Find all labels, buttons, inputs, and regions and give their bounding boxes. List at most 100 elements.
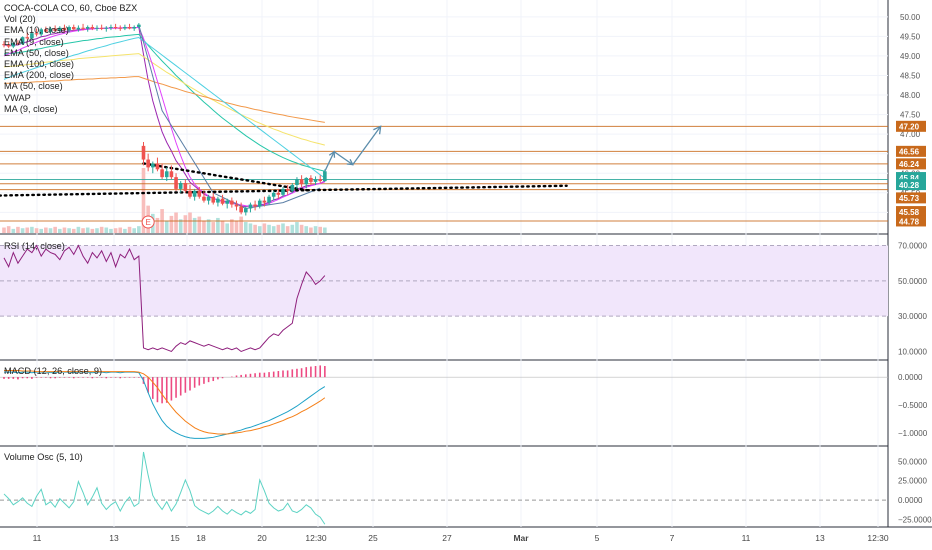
- price-badge: [896, 206, 926, 218]
- candle-body: [151, 163, 155, 168]
- candle-body: [197, 190, 202, 197]
- volume-bar: [76, 226, 81, 233]
- candle-body: [244, 208, 248, 213]
- indicator-legend: COCA-COLA CO, 60, Cboe BZX Vol (20) EMA …: [4, 3, 137, 115]
- price-badge-label: 45.58: [899, 208, 920, 217]
- volume-bar: [67, 228, 71, 233]
- price-badge-label: 46.56: [899, 148, 920, 157]
- volume-bar: [39, 228, 43, 233]
- price-tick-label: 49.50: [900, 32, 921, 41]
- volume-bar: [164, 220, 169, 233]
- projection-path: [324, 125, 382, 172]
- candle-body: [109, 26, 113, 28]
- volume-bar: [244, 222, 248, 233]
- rsi-tick-label: 70.0000: [898, 242, 927, 251]
- candle-body: [299, 179, 304, 185]
- candle-body: [127, 26, 132, 29]
- candle-body: [225, 200, 229, 204]
- candle-body: [267, 196, 271, 203]
- macd-tick-label: −0.5000: [898, 401, 928, 410]
- legend-ema-100[interactable]: EMA (100, close): [4, 59, 74, 70]
- candle-body: [141, 145, 146, 160]
- price-pane[interactable]: E: [0, 23, 888, 233]
- candle-body: [164, 171, 169, 178]
- rsi-pane[interactable]: 70.0000 50.0000 30.0000 10.0000: [0, 242, 927, 357]
- time-axis[interactable]: 11 13 15 18 20 12:30 25 27 Mar 5 7 11 13 12:30: [33, 533, 889, 543]
- candle-body: [257, 200, 262, 207]
- volume-osc-pane[interactable]: 50.0000 25.0000 0.0000 −25.0000: [0, 451, 932, 525]
- time-tick-label: 13: [815, 533, 825, 543]
- candle-body: [58, 27, 62, 31]
- price-badge-label: 40.28: [899, 181, 920, 190]
- volume-bar: [6, 226, 11, 233]
- price-badge: [896, 145, 926, 157]
- symbol-title[interactable]: COCA-COLA CO, 60, Cboe BZX: [4, 3, 138, 13]
- price-badge: [896, 172, 926, 184]
- candle-body: [313, 179, 318, 182]
- volume-bar: [11, 228, 16, 233]
- rsi-label[interactable]: RSI (14, close): [4, 241, 65, 251]
- volume-osc-label[interactable]: Volume Osc (5, 10): [4, 452, 83, 462]
- candle-body: [216, 198, 220, 203]
- volume-bar: [123, 228, 127, 233]
- price-axis[interactable]: 50.0049.5049.0048.5048.0047.5047.0046.50…: [896, 13, 926, 227]
- candle-body: [271, 192, 276, 197]
- volume-bar: [34, 228, 39, 233]
- legend-vol[interactable]: Vol (20): [4, 14, 36, 25]
- legend-ema-50[interactable]: EMA (50, close): [4, 47, 69, 58]
- volume-bar: [262, 223, 267, 233]
- candle-body: [85, 26, 90, 29]
- candle-body: [71, 26, 76, 30]
- volume-bar: [309, 227, 313, 233]
- candle-body: [239, 206, 243, 213]
- volume-bar: [290, 224, 295, 233]
- volume-bar: [225, 223, 229, 233]
- projection-arrowhead: [346, 158, 354, 166]
- volume-bar: [313, 226, 318, 233]
- legend-vwap[interactable]: VWAP: [4, 92, 31, 103]
- candle-body: [113, 26, 118, 28]
- volume-bar: [137, 226, 141, 233]
- price-badge: [896, 192, 926, 204]
- candle-body: [95, 27, 99, 29]
- time-tick-label: 27: [442, 533, 452, 543]
- candle-body: [39, 29, 43, 35]
- price-badge: [896, 120, 926, 132]
- volume-bar: [118, 227, 123, 233]
- candle-body: [206, 196, 211, 201]
- volume-bar: [109, 228, 113, 233]
- macd-line: [4, 371, 326, 439]
- price-tick-label: 48.50: [900, 71, 921, 80]
- candle-body: [6, 44, 11, 47]
- candle-body: [62, 27, 67, 31]
- legend-ema-200[interactable]: EMA (200, close): [4, 70, 74, 81]
- legend-ema-10[interactable]: EMA (10, close): [4, 25, 69, 36]
- candle-body: [104, 27, 109, 29]
- candle-body: [30, 33, 34, 39]
- volume-bar: [155, 217, 160, 233]
- legend-ma-50[interactable]: MA (50, close): [4, 81, 63, 92]
- candle-body: [281, 188, 285, 195]
- candle-body: [318, 179, 322, 182]
- volume-bar: [113, 228, 118, 233]
- candle-body: [230, 200, 234, 205]
- time-tick-label: 18: [196, 533, 206, 543]
- candle-body: [118, 27, 123, 29]
- volume-bar: [239, 216, 243, 233]
- legend-ma-9[interactable]: MA (9, close): [4, 103, 58, 114]
- candle-body: [123, 26, 127, 29]
- price-badge: [896, 158, 926, 170]
- time-tick-label: 20: [257, 533, 267, 543]
- earnings-marker-label: E: [145, 218, 150, 227]
- volume-bar: [276, 224, 281, 233]
- macd-label[interactable]: MACD (12, 26, close, 9): [4, 366, 103, 376]
- macd-pane[interactable]: 0.0000 −0.5000 −1.0000: [0, 365, 928, 439]
- candle-body: [248, 204, 253, 209]
- time-tick-label: 11: [742, 533, 751, 543]
- rsi-tick-label: 30.0000: [898, 312, 927, 321]
- price-badge-label: 45.73: [899, 194, 920, 203]
- legend-ema-9[interactable]: EMA (9, close): [4, 36, 64, 47]
- time-tick-label: 12:30: [867, 533, 889, 543]
- candle-body: [304, 177, 309, 185]
